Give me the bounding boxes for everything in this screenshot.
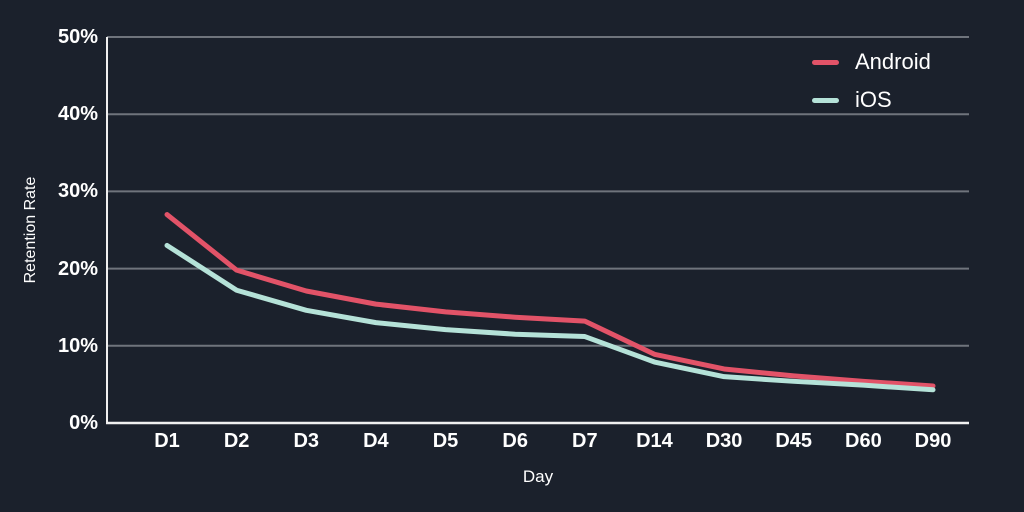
ios-line xyxy=(164,242,936,393)
x-tick-label: D7 xyxy=(572,430,598,452)
x-tick-label: D2 xyxy=(223,430,250,452)
y-tick-label: 40% xyxy=(57,103,98,126)
ios-series-swatch xyxy=(812,97,839,103)
legend-label: iOS xyxy=(855,87,892,113)
x-tick-label: D3 xyxy=(293,430,320,452)
x-tick-label: D6 xyxy=(502,430,528,452)
x-tick-label: D45 xyxy=(775,430,813,452)
legend-label: Android xyxy=(855,49,931,74)
y-tick-label: 10% xyxy=(57,334,98,357)
x-tick-label: D90 xyxy=(914,430,952,452)
x-tick-label: D4 xyxy=(363,430,389,452)
x-tick-label: D14 xyxy=(636,430,673,452)
y-tick-label: 20% xyxy=(57,257,98,280)
android-series-swatch xyxy=(812,59,839,65)
y-tick-label: 30% xyxy=(57,180,98,203)
android-line xyxy=(164,212,936,389)
legend: Android iOS xyxy=(812,49,931,113)
x-tick-label: D60 xyxy=(845,430,882,452)
y-tick-label: 50% xyxy=(57,26,98,48)
x-tick-label: D5 xyxy=(432,430,459,452)
x-axis-title: Day xyxy=(522,467,554,486)
y-tick-label: 0% xyxy=(69,412,98,434)
legend-item-android: Android xyxy=(812,49,931,74)
x-tick-label: D30 xyxy=(705,430,743,452)
legend-item-ios: iOS xyxy=(812,87,931,113)
x-tick-label: D1 xyxy=(154,430,180,452)
